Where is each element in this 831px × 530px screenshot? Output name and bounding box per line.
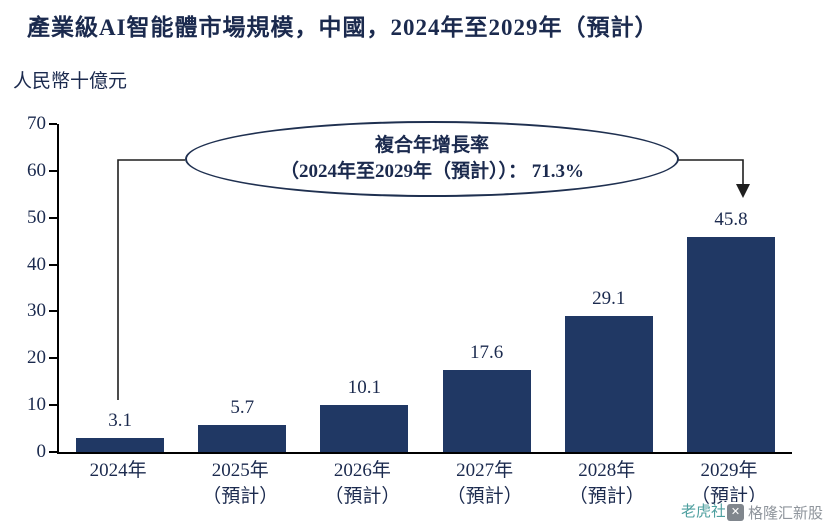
bar-slot: 17.6 (426, 124, 548, 452)
x-tick-label-forecast: （預計） (568, 486, 645, 507)
x-tick-label: 2026年 （預計） (301, 458, 423, 510)
bar (442, 369, 531, 452)
watermark-logo-icon: ✕ (726, 504, 744, 521)
x-axis-labels: 2024年 2025年 （預計） 2026年 （預計） 2027年 （預計） 2028年 （預計… (57, 458, 790, 510)
x-tick-label-forecast: （預計） (324, 486, 401, 507)
cagr-annotation: 複合年增長率 （2024年至2029年（預計））： 71.3% (185, 121, 679, 197)
x-tick-label: 2024年 (57, 458, 179, 510)
x-tick-label: 2025年 （預計） (179, 458, 301, 510)
bar-slot: 45.8 (670, 124, 792, 452)
x-tick-label-forecast: （預計） (202, 486, 279, 507)
y-tick-label: 50 (27, 206, 46, 228)
cagr-annotation-line1: 複合年增長率 (374, 135, 489, 156)
bar (198, 425, 287, 452)
bar (564, 315, 653, 452)
bar-value-label: 3.1 (108, 409, 132, 431)
y-tick-mark (49, 451, 57, 453)
bar-value-label: 10.1 (347, 376, 382, 398)
x-tick-label-year: 2027年 (456, 460, 514, 481)
y-tick-label: 0 (36, 441, 47, 462)
x-tick-label-year: 2029年 (700, 460, 758, 481)
watermark-primary-text: 格隆汇新股 (747, 505, 823, 522)
y-tick-label: 20 (27, 347, 46, 369)
y-tick-mark (49, 169, 57, 172)
x-tick-label-year: 2024年 (89, 460, 147, 481)
x-tick-label-year: 2026年 (333, 460, 391, 481)
bars-container: 3.1 5.7 10.1 17.6 29.1 45.8 (59, 124, 792, 452)
y-axis-unit-label: 人民幣十億元 (13, 71, 128, 92)
y-tick-label: 30 (27, 300, 46, 322)
y-tick-label: 60 (27, 159, 46, 181)
y-tick-label: 40 (27, 253, 46, 275)
x-tick-label: 2027年 （預計） (424, 458, 546, 510)
y-tick-mark (49, 357, 57, 360)
bar-value-label: 29.1 (592, 287, 626, 309)
y-tick-label: 10 (27, 394, 46, 416)
watermark-primary: ✕ 格隆汇新股 (724, 502, 823, 523)
bar-slot: 29.1 (548, 124, 670, 452)
bar-value-label: 17.6 (469, 341, 504, 363)
bar-slot: 5.7 (181, 124, 303, 452)
chart-title: 產業級AI智能體市場規模，中國，2024年至2029年（預計） (27, 15, 659, 40)
x-tick-label: 2028年 （預計） (546, 458, 668, 510)
x-tick-label: 2029年 （預計） (668, 458, 790, 510)
x-tick-label-forecast: （預計） (446, 486, 523, 507)
y-tick-mark (49, 123, 57, 125)
plot-area: 3.1 5.7 10.1 17.6 29.1 45.8 (57, 124, 792, 454)
bar (320, 404, 409, 452)
bar-value-label: 45.8 (714, 209, 748, 231)
x-tick-label-forecast: （預計） (690, 486, 767, 507)
bar-slot: 10.1 (303, 124, 425, 452)
watermark: 老虎社区 ✕ 格隆汇新股 (637, 494, 827, 528)
y-tick-label: 70 (27, 113, 46, 134)
y-tick-mark (49, 404, 57, 407)
bar-value-label: 5.7 (230, 397, 255, 419)
y-tick-mark (49, 263, 57, 266)
bar-slot: 3.1 (59, 124, 181, 452)
y-tick-mark (49, 216, 57, 219)
cagr-annotation-line2: （2024年至2029年（預計））： 71.3% (279, 161, 584, 182)
bar (686, 237, 775, 452)
x-tick-label-year: 2025年 (211, 460, 269, 481)
y-tick-mark (49, 310, 57, 313)
bar (76, 437, 165, 452)
x-tick-label-year: 2028年 (578, 460, 636, 481)
